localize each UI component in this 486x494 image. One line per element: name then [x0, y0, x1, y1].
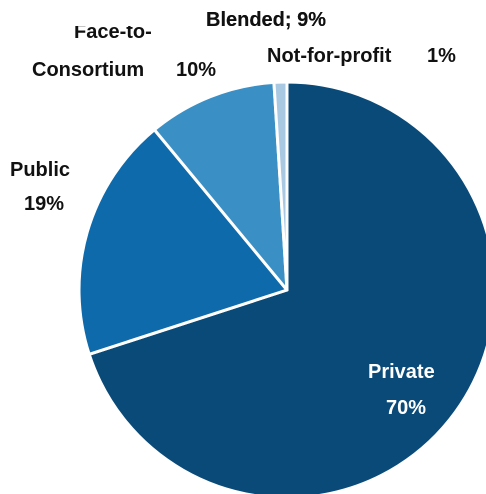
label-public: Public [10, 159, 70, 181]
label-blended-top: Blended; 9% [206, 9, 326, 31]
label-not-for-profit: Not-for-profit [267, 45, 392, 67]
clip-mask [60, 0, 160, 26]
label-consortium-value: 10% [176, 59, 216, 81]
label-private-value: 70% [386, 397, 426, 419]
label-face-to: Face-to- [74, 21, 152, 43]
label-not-for-profit-value: 1% [427, 45, 456, 67]
label-private: Private [368, 361, 435, 383]
pie-slice-not-for-profit [272, 80, 289, 292]
pie-slice-public [77, 128, 289, 356]
label-consortium: Consortium [32, 59, 144, 81]
label-public-value: 19% [24, 193, 64, 215]
pie-slice-consortium [152, 80, 289, 292]
pie-labels: Not-for-profit 1% Consortium 10% Public … [10, 9, 456, 419]
label-blended: Blended; 9% [206, 9, 326, 31]
pie-slices [77, 80, 486, 494]
